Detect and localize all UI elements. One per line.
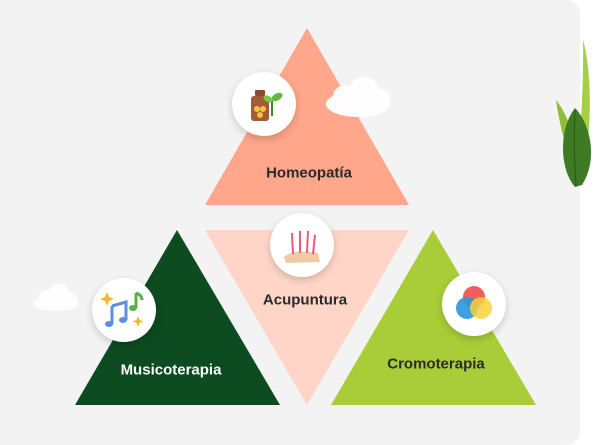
homeopathy-bottle-plant-icon (251, 90, 283, 121)
label-homeopatia: Homeopatía (266, 164, 352, 182)
homeopathy-icon-badge (232, 72, 296, 136)
triangle-musicoterapia (75, 230, 280, 405)
triangle-cromoterapia (331, 230, 536, 405)
label-acupuntura: Acupuntura (262, 291, 348, 309)
music-icon-badge (92, 278, 156, 342)
triangle-acupuntura (205, 230, 409, 405)
color-circles-icon (456, 286, 492, 319)
music-notes-icon (100, 291, 144, 327)
cloud-decoration-right (326, 77, 390, 117)
color-icon-badge (442, 272, 506, 336)
plant-leaf-decoration (556, 40, 592, 187)
label-cromoterapia: Cromoterapia (387, 355, 485, 373)
label-musicoterapia: Musicoterapia (120, 361, 222, 379)
acupuncture-icon-badge (270, 213, 334, 277)
triangle-homeopatia (205, 28, 409, 205)
cloud-decoration-left (33, 284, 79, 311)
acupuncture-needles-icon (284, 230, 320, 263)
